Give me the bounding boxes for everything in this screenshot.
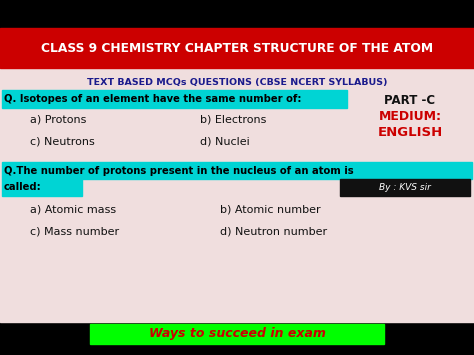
Bar bbox=[0, 68, 474, 322]
Bar bbox=[340, 179, 470, 196]
Text: c) Mass number: c) Mass number bbox=[30, 227, 119, 237]
Text: a) Atomic mass: a) Atomic mass bbox=[30, 205, 116, 215]
Text: b) Electrons: b) Electrons bbox=[200, 115, 266, 125]
Bar bbox=[90, 324, 384, 344]
Bar bbox=[2, 179, 82, 196]
Text: Q. Isotopes of an element have the same number of:: Q. Isotopes of an element have the same … bbox=[4, 94, 301, 104]
Text: By : KVS sir: By : KVS sir bbox=[379, 183, 431, 192]
Bar bbox=[0, 0, 474, 28]
Text: Ways to succeed in exam: Ways to succeed in exam bbox=[148, 328, 326, 340]
Text: PART -C: PART -C bbox=[384, 94, 436, 107]
Bar bbox=[2, 162, 472, 179]
Text: b) Atomic number: b) Atomic number bbox=[220, 205, 320, 215]
Text: c) Neutrons: c) Neutrons bbox=[30, 137, 95, 147]
Text: d) Nuclei: d) Nuclei bbox=[200, 137, 250, 147]
Text: a) Protons: a) Protons bbox=[30, 115, 86, 125]
Bar bbox=[2, 90, 347, 108]
Text: CLASS 9 CHEMISTRY CHAPTER STRUCTURE OF THE ATOM: CLASS 9 CHEMISTRY CHAPTER STRUCTURE OF T… bbox=[41, 42, 433, 55]
Text: MEDIUM:: MEDIUM: bbox=[379, 110, 441, 123]
Text: TEXT BASED MCQs QUESTIONS (CBSE NCERT SYLLABUS): TEXT BASED MCQs QUESTIONS (CBSE NCERT SY… bbox=[87, 78, 387, 87]
Bar bbox=[0, 28, 474, 68]
Text: ENGLISH: ENGLISH bbox=[377, 126, 443, 139]
Text: called:: called: bbox=[4, 182, 42, 192]
Text: d) Neutron number: d) Neutron number bbox=[220, 227, 327, 237]
Text: Q.The number of protons present in the nucleus of an atom is: Q.The number of protons present in the n… bbox=[4, 165, 354, 175]
